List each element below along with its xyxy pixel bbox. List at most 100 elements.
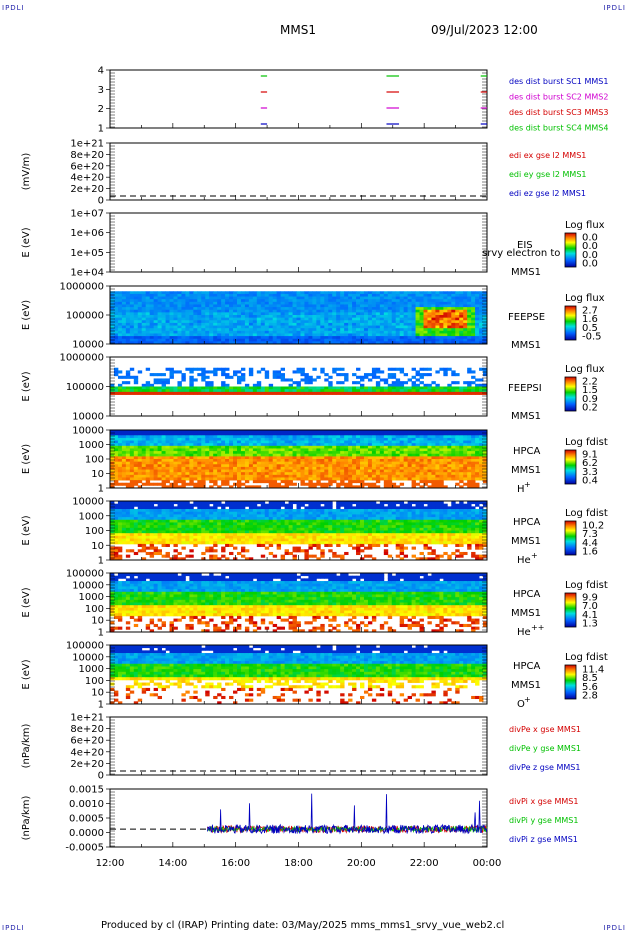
y-axis-label: E (eV) (21, 444, 32, 474)
y-tick-label: 0.0015 (69, 785, 104, 796)
colorbar-tick-label: 3.3 (582, 467, 598, 478)
colorbar-tick-label: 7.3 (582, 529, 598, 540)
instrument-label: HPCA (513, 589, 541, 600)
x-tick-label: 12:00 (96, 858, 125, 869)
colorbar-tick-label: 5.6 (582, 682, 598, 693)
y-tick-label: 0 (98, 771, 104, 782)
legend-entry: divPe x gse MMS1 (509, 725, 581, 734)
x-tick-label: 00:00 (473, 858, 502, 869)
spacecraft-label: MMS1 (511, 411, 541, 422)
colorbar-tick-label: 2.7 (582, 306, 598, 317)
footer-text: Produced by cl (IRAP) Printing date: 03/… (101, 920, 505, 931)
species-label: H (517, 484, 525, 495)
divpi-series-line (207, 793, 488, 835)
panel-feepse (106, 285, 577, 345)
y-tick-label: 10000 (72, 340, 104, 351)
panel-feepsi (106, 356, 577, 417)
colorbar-tick-label: 9.9 (582, 593, 598, 604)
x-tick-label: 22:00 (410, 858, 439, 869)
y-tick-label: 2e+20 (70, 184, 104, 195)
colorbar-title: Log flux (565, 364, 605, 375)
y-tick-label: 1000 (79, 511, 104, 522)
legend-entry: divPi z gse MMS1 (509, 835, 578, 844)
colorbar (564, 376, 577, 412)
colorbar-tick-label: 0.4 (582, 476, 598, 487)
panel-burst (106, 69, 488, 129)
y-tick-label: 100 (85, 455, 104, 466)
panel-eis (106, 212, 577, 273)
spacecraft-label: MMS1 (511, 536, 541, 547)
y-tick-label: 4 (98, 66, 104, 77)
x-tick-label: 20:00 (347, 858, 376, 869)
y-tick-label: 10 (91, 688, 104, 699)
legend-entry: divPi y gse MMS1 (509, 816, 578, 825)
y-tick-label: 10000 (72, 580, 104, 591)
colorbar-tick-label: 6.2 (582, 458, 598, 469)
y-axis-label: E (eV) (21, 659, 32, 689)
colorbar (564, 592, 577, 628)
charge-label: + (524, 695, 531, 704)
colorbar-tick-label: 4.4 (582, 538, 598, 549)
y-tick-label: 1e+06 (70, 228, 104, 239)
colorbar-tick-label: 4.1 (582, 610, 598, 621)
y-tick-label: 1 (98, 484, 104, 495)
spacecraft-label: MMS1 (511, 340, 541, 351)
corner-label-top-right: IPDLI (603, 4, 626, 12)
y-tick-label: 100000 (66, 569, 104, 580)
instrument-label: EIS (517, 240, 533, 251)
colorbar-tick-label: 0.0 (582, 250, 598, 261)
x-tick-label: 18:00 (284, 858, 313, 869)
y-tick-label: 8e+20 (70, 724, 104, 735)
y-axis-label: E (eV) (21, 515, 32, 545)
y-tick-label: 1 (98, 124, 104, 135)
spacecraft-title: MMS1 (280, 23, 316, 37)
y-tick-label: -0.0005 (65, 843, 104, 854)
y-tick-label: 100000 (66, 641, 104, 652)
colorbar-tick-label: 0.0 (582, 233, 598, 244)
colorbar-tick-label: 0.2 (582, 403, 598, 414)
y-tick-label: 1 (98, 556, 104, 567)
y-tick-label: 10000 (72, 652, 104, 663)
colorbar (564, 232, 577, 268)
y-tick-label: 10 (91, 541, 104, 552)
y-tick-label: 4e+20 (70, 173, 104, 184)
y-tick-label: 1e+21 (70, 139, 104, 150)
y-tick-label: 3 (98, 85, 104, 96)
y-tick-label: 8e+20 (70, 150, 104, 161)
panel-hpca-he2 (106, 572, 577, 633)
colorbar-title: Log fdist (565, 508, 608, 519)
y-tick-label: 6e+20 (70, 736, 104, 747)
species-label: O (517, 699, 525, 710)
colorbar (564, 520, 577, 556)
colorbar-tick-label: 7.0 (582, 601, 598, 612)
legend-entry: edi ez gse l2 MMS1 (509, 189, 586, 198)
y-tick-label: 0 (98, 196, 104, 207)
panel-edi (106, 142, 488, 201)
instrument-label: HPCA (513, 446, 541, 457)
colorbar (564, 305, 577, 341)
y-axis-label: (nPa/km) (21, 796, 32, 841)
y-tick-label: 2 (98, 104, 104, 115)
y-axis-label: (mV/m) (21, 153, 32, 191)
legend-entry: divPe y gse MMS1 (509, 744, 581, 753)
y-axis-label: E (eV) (21, 371, 32, 401)
spacecraft-label: MMS1 (511, 267, 541, 278)
panel-divpe (106, 716, 488, 776)
legend-entry: des dist burst SC2 MMS2 (509, 93, 608, 102)
y-tick-label: 1e+07 (70, 209, 104, 220)
y-tick-label: 1000000 (59, 353, 104, 364)
y-tick-label: 10000 (72, 426, 104, 437)
x-tick-label: 16:00 (221, 858, 250, 869)
colorbar-title: Log fdist (565, 652, 608, 663)
colorbar-tick-label: 1.5 (582, 385, 598, 396)
panel-hpca-he1 (106, 500, 577, 561)
y-tick-label: 0.0005 (69, 814, 104, 825)
corner-label-bottom-right: IPDLI (603, 924, 626, 932)
y-tick-label: 0.0000 (69, 828, 104, 839)
legend-entry: divPi x gse MMS1 (509, 797, 578, 806)
x-tick-label: 14:00 (158, 858, 187, 869)
colorbar-tick-label: 10.2 (582, 521, 604, 532)
y-tick-label: 100000 (66, 311, 104, 322)
y-tick-label: 1000 (79, 592, 104, 603)
